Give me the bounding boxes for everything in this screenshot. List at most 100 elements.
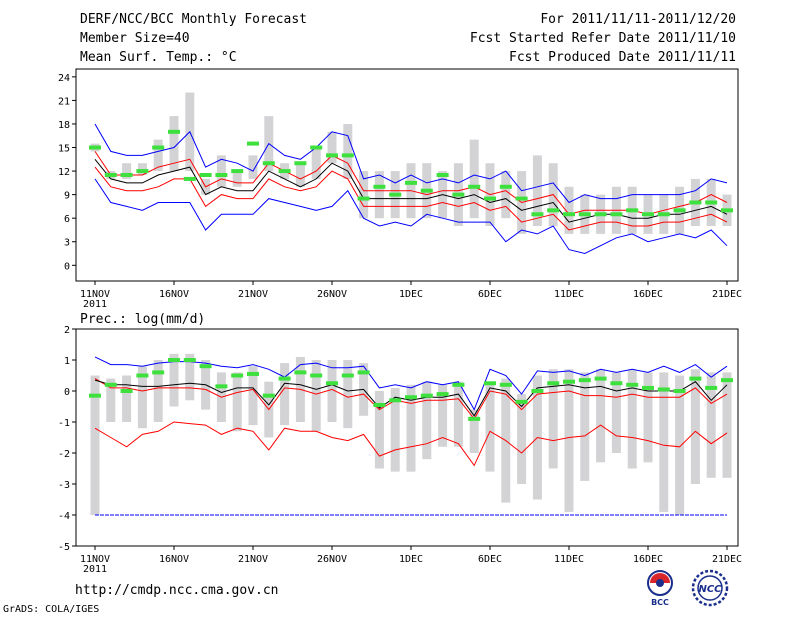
- observation-marker: [468, 184, 481, 189]
- grads-credit: GrADS: COLA/IGES: [3, 604, 100, 615]
- ensemble-box: [517, 394, 527, 484]
- ensemble-box: [311, 360, 321, 432]
- observation-marker: [594, 212, 607, 217]
- observation-marker: [721, 378, 733, 383]
- ensemble-box: [643, 372, 653, 463]
- forecast-produced-label: Fcst Produced Date 2011/11/11: [509, 50, 736, 65]
- observation-marker: [294, 370, 307, 375]
- series-mean-line: [94, 379, 728, 417]
- bcc-logo-text: BCC: [651, 598, 669, 607]
- observation-marker: [247, 371, 259, 376]
- observation-marker: [721, 208, 733, 213]
- observation-marker: [689, 200, 702, 205]
- observation-marker: [578, 378, 591, 383]
- observation-marker: [357, 196, 370, 201]
- observation-marker: [515, 399, 528, 404]
- observation-marker: [468, 416, 481, 421]
- observation-marker: [373, 402, 386, 407]
- observation-marker: [168, 129, 180, 134]
- observation-marker: [547, 381, 560, 386]
- ensemble-box: [248, 155, 258, 179]
- observation-marker: [278, 169, 291, 174]
- y-tick-label: -3: [58, 480, 70, 491]
- observation-marker: [689, 376, 702, 381]
- observation-marker: [341, 373, 354, 378]
- ensemble-box: [153, 360, 163, 422]
- series-p75-line: [94, 151, 728, 215]
- observation-marker: [89, 393, 101, 398]
- series-p25-line: [94, 166, 728, 231]
- ensemble-box: [706, 372, 716, 478]
- ensemble-box: [137, 366, 147, 429]
- series-p75-line: [94, 378, 728, 420]
- ensemble-box: [453, 381, 463, 447]
- x-tick-label: 16NOV: [159, 289, 189, 300]
- ensemble-box: [216, 155, 226, 187]
- observation-marker: [499, 184, 512, 189]
- observation-marker: [152, 145, 165, 150]
- observation-marker: [199, 364, 212, 369]
- observation-marker: [357, 370, 370, 375]
- observation-marker: [642, 385, 654, 390]
- observation-marker: [278, 376, 291, 381]
- ensemble-box: [153, 139, 163, 172]
- observation-marker: [104, 382, 117, 387]
- ensemble-box: [627, 369, 637, 469]
- observation-marker: [405, 395, 417, 400]
- y-tick-label: 12: [58, 167, 70, 178]
- ensemble-box: [438, 384, 448, 447]
- ensemble-box: [185, 353, 195, 401]
- observation-marker: [405, 180, 417, 185]
- observation-marker: [642, 212, 654, 217]
- observation-marker: [626, 208, 639, 213]
- ensemble-box: [469, 409, 479, 453]
- x-tick-label: 11NOV: [80, 554, 110, 565]
- ensemble-box: [675, 375, 685, 515]
- series-p25-line: [94, 421, 728, 467]
- observation-marker: [341, 153, 354, 158]
- x-tick-label: 11NOV: [80, 289, 110, 300]
- x-tick-label: 6DEC: [478, 554, 502, 565]
- ensemble-box: [722, 372, 732, 478]
- y-tick-label: -5: [58, 542, 70, 553]
- observation-marker: [120, 389, 133, 393]
- observation-marker: [310, 373, 323, 378]
- observation-marker: [215, 173, 228, 177]
- observation-marker: [705, 385, 718, 390]
- ensemble-box: [90, 375, 100, 515]
- temperature-frame: [75, 68, 739, 282]
- x-tick-label: 26NOV: [317, 289, 347, 300]
- observation-marker: [484, 196, 496, 201]
- x-tick-label: 21DEC: [712, 554, 742, 565]
- y-tick-label: -2: [58, 449, 70, 460]
- source-url[interactable]: http://cmdp.ncc.cma.gov.cn: [75, 583, 279, 598]
- ensemble-box: [343, 123, 353, 179]
- x-tick-label: 21DEC: [712, 289, 742, 300]
- ensemble-box: [390, 387, 400, 472]
- x-tick-label: 11DEC: [554, 554, 584, 565]
- observation-marker: [657, 212, 670, 217]
- bcc-logo-icon: BCC: [647, 570, 673, 607]
- observation-marker: [199, 173, 212, 177]
- x-tick-label: 6DEC: [478, 289, 502, 300]
- observation-marker: [168, 358, 180, 362]
- ensemble-box: [327, 131, 337, 164]
- observation-marker: [104, 173, 117, 177]
- chart-title: DERF/NCC/BCC Monthly Forecast: [80, 12, 307, 27]
- ensemble-box: [122, 163, 132, 179]
- observation-marker: [563, 379, 575, 384]
- ensemble-box: [501, 171, 511, 219]
- y-tick-label: 1: [64, 356, 70, 367]
- ensemble-box: [485, 381, 495, 472]
- ensemble-box: [374, 391, 384, 469]
- observation-marker: [452, 382, 465, 387]
- y-tick-label: 15: [58, 144, 70, 155]
- ensemble-box: [580, 372, 590, 481]
- observation-marker: [484, 381, 496, 386]
- observation-marker: [262, 161, 275, 166]
- observation-marker: [420, 188, 433, 193]
- observation-marker: [547, 208, 560, 213]
- precipitation-variable-label: Prec.: log(mm/d): [80, 312, 205, 327]
